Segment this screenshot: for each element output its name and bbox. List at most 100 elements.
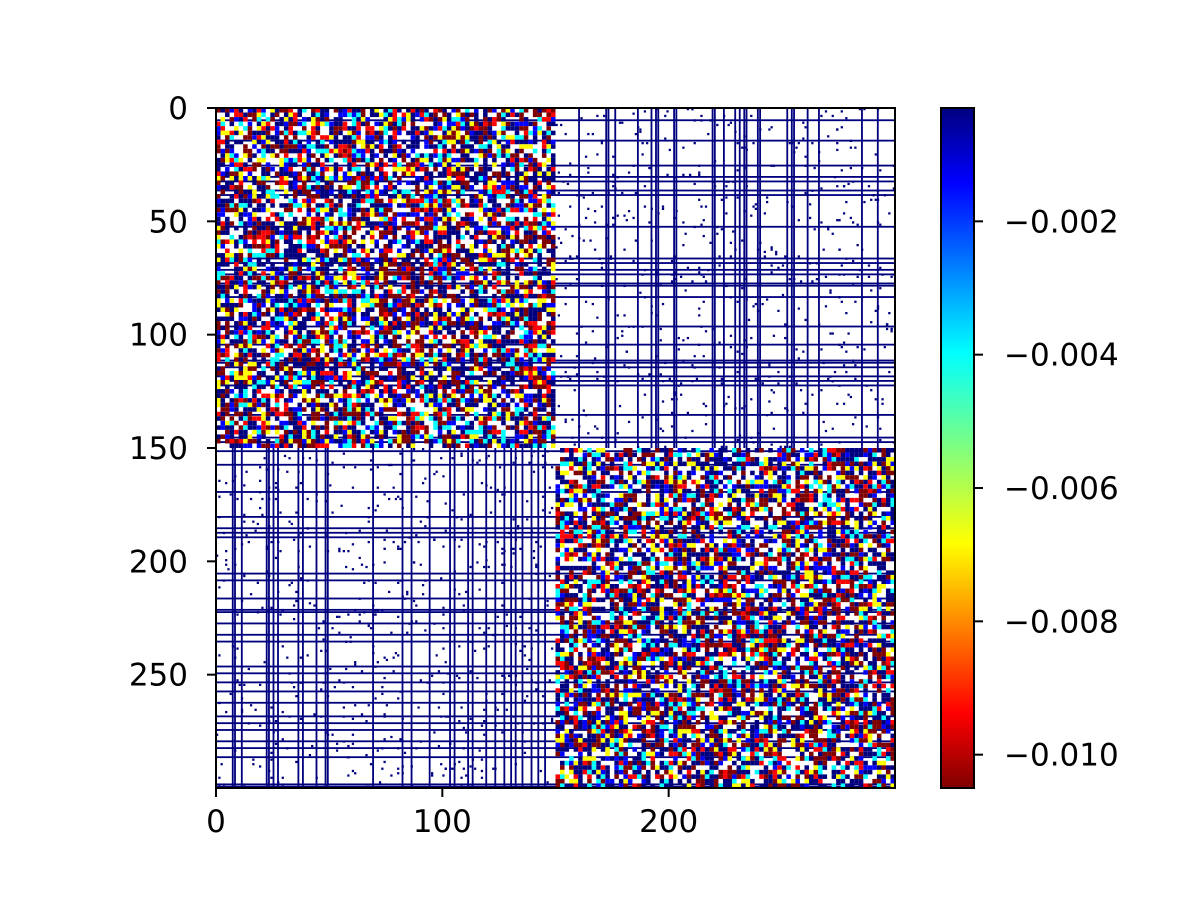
heatmap-cell: [428, 176, 434, 181]
heatmap-cell: [268, 497, 271, 501]
heatmap-cell: [351, 380, 357, 385]
heatmap-cell: [474, 171, 479, 176]
heatmap-cell: [541, 370, 547, 376]
heatmap-cell: [247, 203, 253, 208]
heatmap-cell: [464, 180, 470, 186]
heatmap-cell: [288, 185, 293, 190]
heatmap-cell: [388, 207, 393, 213]
heatmap-cell: [421, 593, 425, 596]
heatmap-cell: [469, 221, 475, 226]
heatmap-cell: [675, 210, 678, 213]
heatmap-cell: [808, 262, 812, 265]
heatmap-cell: [268, 769, 271, 773]
heatmap-cell: [541, 148, 547, 154]
heatmap-cell: [356, 289, 361, 294]
heatmap-cell: [442, 357, 447, 362]
heatmap-cell: [216, 307, 221, 312]
heatmap-cell: [537, 334, 542, 340]
heatmap-cell: [385, 704, 389, 707]
heatmap-cell: [392, 275, 398, 281]
heatmap-cell: [279, 212, 284, 217]
heatmap-cell: [252, 321, 257, 326]
heatmap-cell: [288, 316, 293, 322]
heatmap-cell: [458, 676, 461, 680]
heatmap-cell: [424, 203, 429, 208]
heatmap-cell: [718, 366, 721, 369]
heatmap-cell: [302, 339, 307, 344]
heatmap-cell: [252, 366, 257, 371]
heatmap-cell: [455, 221, 461, 226]
heatmap-cell: [265, 361, 271, 367]
heatmap-cell: [406, 370, 411, 376]
heatmap-cell: [369, 361, 375, 367]
heatmap-cell: [356, 180, 361, 186]
heatmap-cell: [501, 343, 506, 349]
heatmap-cell: [234, 162, 239, 167]
heatmap-cell: [338, 266, 343, 272]
heatmap-cell: [392, 257, 398, 263]
heatmap-cell: [388, 117, 393, 122]
heatmap-cell: [225, 171, 230, 176]
heatmap-cell: [216, 126, 221, 131]
heatmap-cell: [315, 776, 318, 779]
heatmap-cell: [535, 681, 538, 684]
heatmap-row-line: [555, 176, 895, 178]
heatmap-cell: [492, 302, 497, 308]
heatmap-cell: [532, 330, 538, 335]
heatmap-cell: [261, 357, 266, 362]
heatmap-cell: [345, 640, 348, 643]
heatmap-cell: [433, 271, 438, 276]
heatmap-cell: [700, 205, 703, 208]
heatmap-cell: [487, 166, 493, 172]
heatmap-cell: [410, 148, 416, 154]
heatmap-cell: [378, 212, 384, 217]
heatmap-cell: [256, 176, 262, 181]
heatmap-cell: [342, 108, 348, 113]
heatmap-cell: [338, 216, 343, 222]
heatmap-cell: [677, 384, 680, 387]
heatmap-cell: [222, 579, 226, 582]
heatmap-cell: [517, 527, 520, 530]
heatmap-cell: [347, 302, 352, 308]
heatmap-cell: [311, 162, 316, 167]
heatmap-cell: [496, 393, 502, 399]
heatmap-cell: [329, 302, 334, 308]
heatmap-cell: [770, 126, 773, 129]
heatmap-cell: [378, 166, 384, 172]
heatmap-cell: [433, 275, 438, 281]
heatmap-cell: [679, 382, 683, 385]
heatmap-col-line: [530, 448, 533, 788]
heatmap-cell: [725, 185, 728, 188]
heatmap-cell: [238, 384, 244, 390]
heatmap-cell: [455, 157, 461, 163]
heatmap-cell: [564, 420, 567, 424]
heatmap-cell: [329, 216, 334, 222]
heatmap-cell: [383, 656, 386, 659]
heatmap-cell: [415, 108, 420, 113]
heatmap-cell: [474, 325, 479, 331]
heatmap-cell: [505, 321, 511, 326]
heatmap-cell: [392, 298, 398, 303]
heatmap-cell: [369, 207, 375, 213]
heatmap-cell: [297, 225, 303, 231]
heatmap-cell: [474, 230, 479, 235]
heatmap-cell: [320, 144, 325, 149]
heatmap-cell: [216, 225, 221, 231]
heatmap-cell: [546, 157, 551, 163]
heatmap-cell: [308, 545, 312, 548]
heatmap-cell: [342, 352, 348, 358]
heatmap-cell: [496, 302, 502, 308]
heatmap-cell: [347, 148, 352, 154]
heatmap-cell: [501, 293, 506, 299]
heatmap-cell: [401, 506, 404, 510]
heatmap-cell: [324, 166, 330, 172]
heatmap-cell: [406, 144, 411, 149]
heatmap-cell: [397, 166, 402, 172]
heatmap-cell: [612, 180, 615, 183]
heatmap-cell: [492, 370, 497, 376]
heatmap-cell: [397, 271, 402, 276]
heatmap-cell: [460, 216, 465, 222]
heatmap-col-line: [449, 448, 451, 788]
heatmap-cell: [888, 370, 891, 374]
